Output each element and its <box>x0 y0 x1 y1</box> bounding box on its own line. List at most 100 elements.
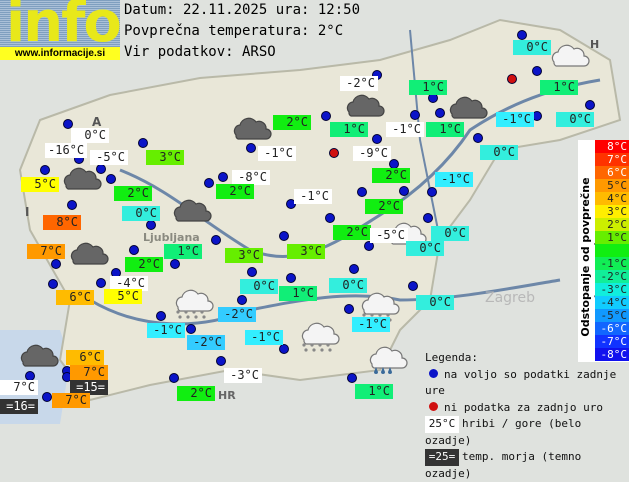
temperature-label: 1°C <box>164 244 202 259</box>
temperature-label: 2°C <box>125 257 163 272</box>
scale-row: -4°C <box>595 296 629 309</box>
scale-row: -8°C <box>595 348 629 361</box>
scale-row: -5°C <box>595 309 629 322</box>
station-dot[interactable] <box>286 273 296 283</box>
temperature-label: -1°C <box>435 172 473 187</box>
station-dot[interactable] <box>40 165 50 175</box>
station-dot[interactable] <box>357 187 367 197</box>
station-dot[interactable] <box>63 119 73 129</box>
scale-row: 8°C <box>595 140 629 153</box>
station-dot[interactable] <box>246 143 256 153</box>
station-dot-no-data[interactable] <box>507 74 517 84</box>
station-dot[interactable] <box>96 278 106 288</box>
logo[interactable]: info www.informacije.si <box>0 0 122 60</box>
station-dot[interactable] <box>186 324 196 334</box>
temperature-label: -1°C <box>496 112 534 127</box>
cloud-icon <box>60 163 102 205</box>
station-dot[interactable] <box>247 267 257 277</box>
station-dot[interactable] <box>146 220 156 230</box>
station-dot[interactable] <box>106 174 116 184</box>
station-dot[interactable] <box>279 231 289 241</box>
station-dot[interactable] <box>427 187 437 197</box>
temperature-label: 0°C <box>122 206 160 221</box>
cloud-icon <box>17 340 59 382</box>
station-dot[interactable] <box>237 295 247 305</box>
temperature-label: 2°C <box>114 186 152 201</box>
station-dot[interactable] <box>279 344 289 354</box>
station-dot[interactable] <box>321 111 331 121</box>
temperature-label: 1°C <box>330 122 368 137</box>
logo-text: info <box>6 0 122 55</box>
rain-cloud-icon <box>172 285 214 327</box>
temperature-label: 0°C <box>431 226 469 241</box>
station-dot[interactable] <box>211 235 221 245</box>
red-dot-icon <box>429 401 438 411</box>
cloud-icon <box>170 195 212 237</box>
logo-url[interactable]: www.informacije.si <box>0 47 120 60</box>
cloud-icon <box>67 238 109 280</box>
temperature-label: 3°C <box>146 150 184 165</box>
temperature-label: 0°C <box>406 241 444 256</box>
scale-row: 7°C <box>595 153 629 166</box>
country-label-italy: I <box>25 205 30 219</box>
temperature-label: 0°C <box>556 112 594 127</box>
temperature-label: 7°C <box>70 365 108 380</box>
scale-row: 5°C <box>595 179 629 192</box>
legend-available: na voljo so podatki zadnje ure <box>425 367 617 398</box>
station-dot[interactable] <box>96 164 106 174</box>
country-label-croatia: HR <box>218 389 236 402</box>
station-dot-no-data[interactable] <box>329 148 339 158</box>
cloud-icon <box>230 113 272 155</box>
temperature-label: 5°C <box>21 177 59 192</box>
blue-dot-icon <box>429 368 438 378</box>
station-dot[interactable] <box>325 213 335 223</box>
scale-row: -3°C <box>595 283 629 296</box>
temperature-label: -16°C <box>45 143 88 158</box>
station-dot[interactable] <box>216 356 226 366</box>
station-dot[interactable] <box>204 178 214 188</box>
station-dot[interactable] <box>408 281 418 291</box>
cloud-icon <box>343 90 385 132</box>
station-dot[interactable] <box>349 264 359 274</box>
temperature-label: -2°C <box>340 76 378 91</box>
temperature-label: 8°C <box>43 215 81 230</box>
station-dot[interactable] <box>48 279 58 289</box>
city-label-zagreb: Zagreb <box>485 290 536 306</box>
station-dot[interactable] <box>473 133 483 143</box>
scale-row: -2°C <box>595 270 629 283</box>
deviation-scale: Odstopanje od povprečne temperature: 8°C… <box>578 140 629 362</box>
rain-cloud-icon <box>298 318 340 360</box>
rain-cloud-icon <box>366 342 408 384</box>
station-dot[interactable] <box>156 311 166 321</box>
station-dot[interactable] <box>585 100 595 110</box>
station-dot[interactable] <box>344 304 354 314</box>
station-dot[interactable] <box>399 186 409 196</box>
station-dot[interactable] <box>286 199 296 209</box>
temperature-label: 2°C <box>273 115 311 130</box>
temperature-label: -1°C <box>386 122 424 137</box>
scale-row: 1°C <box>595 231 629 244</box>
station-dot[interactable] <box>42 392 52 402</box>
temperature-label: -5°C <box>90 150 128 165</box>
temperature-label: 1°C <box>409 80 447 95</box>
station-dot[interactable] <box>532 66 542 76</box>
legend-no-data: ni podatka za zadnjo uro <box>444 400 603 414</box>
station-dot[interactable] <box>51 259 61 269</box>
station-dot[interactable] <box>372 134 382 144</box>
station-dot[interactable] <box>138 138 148 148</box>
station-dot[interactable] <box>67 200 77 210</box>
station-dot[interactable] <box>364 241 374 251</box>
station-dot[interactable] <box>218 172 228 182</box>
temperature-label: 1°C <box>540 80 578 95</box>
station-dot[interactable] <box>129 245 139 255</box>
station-dot[interactable] <box>170 259 180 269</box>
temperature-label: -5°C <box>370 228 408 243</box>
station-dot[interactable] <box>410 110 420 120</box>
station-dot[interactable] <box>517 30 527 40</box>
station-dot[interactable] <box>169 373 179 383</box>
temperature-label: -9°C <box>353 146 391 161</box>
temperature-label: 1°C <box>426 122 464 137</box>
station-dot[interactable] <box>423 213 433 223</box>
station-dot[interactable] <box>435 108 445 118</box>
station-dot[interactable] <box>347 373 357 383</box>
